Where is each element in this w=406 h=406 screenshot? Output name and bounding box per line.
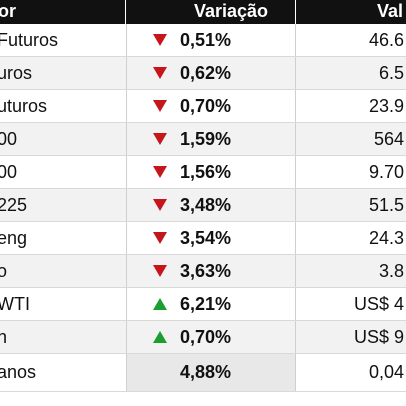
change-percent: 3,54% [180, 228, 232, 248]
table-row: uros 0,62% 6.5 [0, 57, 406, 90]
down-triangle-icon [153, 57, 167, 89]
change-percent: 3,63% [180, 261, 232, 281]
value-text: 0,04 [368, 362, 404, 382]
change-cell: 3,63% [126, 255, 296, 287]
indicator-name: n [0, 327, 8, 347]
table-row: anos 4,88% 0,04 [0, 354, 406, 392]
value-cell: 6.5 [296, 57, 404, 89]
value-cell: 0,04 [296, 354, 404, 386]
indicator-name: eng [0, 228, 28, 248]
down-triangle-icon [153, 156, 167, 188]
up-triangle-icon [153, 321, 167, 353]
table-row: eng 3,54% 24.3 [0, 222, 406, 255]
table-row: Futuros 0,51% 46.6 [0, 24, 406, 57]
value-cell: 51.5 [296, 189, 404, 221]
value-text: 9.70 [368, 162, 404, 182]
table-row: 225 3,48% 51.5 [0, 189, 406, 222]
value-cell: US$ 4 [296, 288, 404, 320]
down-triangle-icon [153, 189, 167, 221]
indicator-name: 00 [0, 129, 18, 149]
value-text: 564 [373, 129, 404, 149]
value-cell: 564 [296, 123, 404, 155]
table-row: 00 1,59% 564 [0, 123, 406, 156]
value-text: 6.5 [378, 63, 404, 83]
change-percent: 3,48% [180, 195, 232, 215]
indicator-name: o [0, 261, 8, 281]
change-cell: 3,54% [126, 222, 296, 254]
change-cell: 4,88% [126, 354, 296, 391]
value-cell: 23.9 [296, 90, 404, 122]
table-row: WTI 6,21% US$ 4 [0, 288, 406, 321]
value-cell: 46.6 [296, 24, 404, 56]
value-text: 23.9 [368, 96, 404, 116]
table-header: dor Variação Val [0, 0, 406, 24]
value-text: 3.8 [378, 261, 404, 281]
value-text: US$ 4 [353, 294, 404, 314]
value-text: 46.6 [368, 30, 404, 50]
change-percent: 0,70% [180, 96, 232, 116]
indicator-name: Futuros [0, 30, 59, 50]
down-triangle-icon [153, 123, 167, 155]
table-row: 00 1,56% 9.70 [0, 156, 406, 189]
change-cell: 0,62% [126, 57, 296, 89]
up-triangle-icon [153, 288, 167, 320]
value-cell: 24.3 [296, 222, 404, 254]
table-body: Futuros 0,51% 46.6 uros 0,62% 6.5 uturos 0,70% 2… [0, 24, 406, 392]
indicator-name: uros [0, 63, 33, 83]
table-row: o 3,63% 3.8 [0, 255, 406, 288]
value-text: 24.3 [368, 228, 404, 248]
change-cell: 0,70% [126, 90, 296, 122]
header-divider [125, 0, 126, 24]
change-cell: 0,70% [126, 321, 296, 353]
indicator-name: WTI [0, 294, 30, 314]
change-cell: 6,21% [126, 288, 296, 320]
header-change: Variação [193, 1, 269, 21]
market-table: dor Variação Val Futuros 0,51% 46.6 uros 0,6… [0, 0, 406, 392]
change-percent: 4,88% [180, 362, 232, 382]
change-percent: 0,70% [180, 327, 232, 347]
down-triangle-icon [153, 24, 167, 56]
change-percent: 1,56% [180, 162, 232, 182]
table-row: uturos 0,70% 23.9 [0, 90, 406, 123]
change-percent: 0,62% [180, 63, 232, 83]
indicator-name: 225 [0, 195, 28, 215]
down-triangle-icon [153, 90, 167, 122]
change-percent: 1,59% [180, 129, 232, 149]
down-triangle-icon [153, 255, 167, 287]
value-text: US$ 9 [353, 327, 404, 347]
indicator-name: uturos [0, 96, 48, 116]
value-cell: US$ 9 [296, 321, 404, 353]
value-text: 51.5 [368, 195, 404, 215]
value-cell: 9.70 [296, 156, 404, 188]
down-triangle-icon [153, 222, 167, 254]
change-cell: 1,59% [126, 123, 296, 155]
value-cell: 3.8 [296, 255, 404, 287]
header-indicator: dor [0, 1, 16, 21]
table-row: n 0,70% US$ 9 [0, 321, 406, 354]
indicator-name: anos [0, 362, 37, 382]
change-percent: 0,51% [180, 30, 232, 50]
change-percent: 6,21% [180, 294, 232, 314]
change-cell: 0,51% [126, 24, 296, 56]
header-divider [295, 0, 296, 24]
change-cell: 1,56% [126, 156, 296, 188]
indicator-name: 00 [0, 162, 18, 182]
change-cell: 3,48% [126, 189, 296, 221]
header-value: Val [377, 1, 404, 21]
